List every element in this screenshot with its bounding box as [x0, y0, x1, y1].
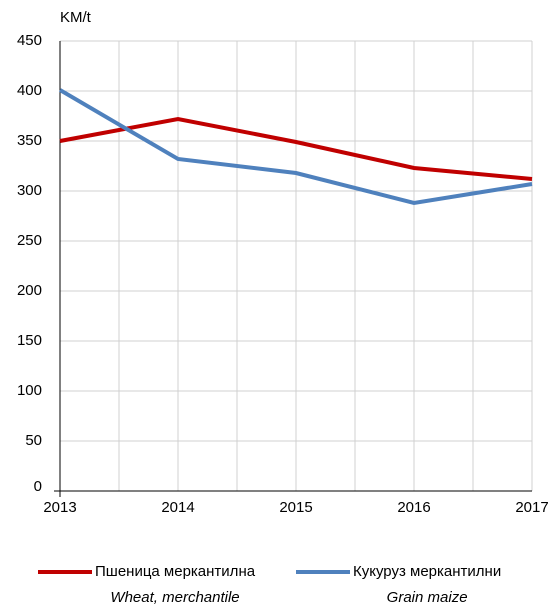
legend-label: Кукуруз меркантилни: [353, 563, 501, 580]
y-tick-label: 200: [17, 282, 42, 299]
series-line: [59, 116, 533, 181]
y-tick-label: 450: [17, 32, 42, 49]
x-tick-label: 2015: [279, 499, 312, 516]
y-tick-label: 400: [17, 82, 42, 99]
x-tick-label: 2016: [397, 499, 430, 516]
y-tick-label: 300: [17, 182, 42, 199]
series-line: [58, 88, 533, 206]
x-tick-label: 2014: [161, 499, 194, 516]
x-tick-label: 2013: [43, 499, 76, 516]
x-tick-label: 2017: [515, 499, 548, 516]
y-tick-label: 50: [25, 432, 42, 449]
y-tick-label: 350: [17, 132, 42, 149]
y-tick-label: 150: [17, 332, 42, 349]
legend-label-en: Wheat, merchantile: [110, 589, 239, 606]
legend-label: Пшеница меркантилна: [95, 563, 256, 580]
y-tick-label: 100: [17, 382, 42, 399]
legend-label-en: Grain maize: [387, 589, 468, 606]
y-axis-label: KM/t: [60, 9, 92, 26]
y-tick-label: 0: [34, 478, 42, 495]
y-tick-label: 250: [17, 232, 42, 249]
